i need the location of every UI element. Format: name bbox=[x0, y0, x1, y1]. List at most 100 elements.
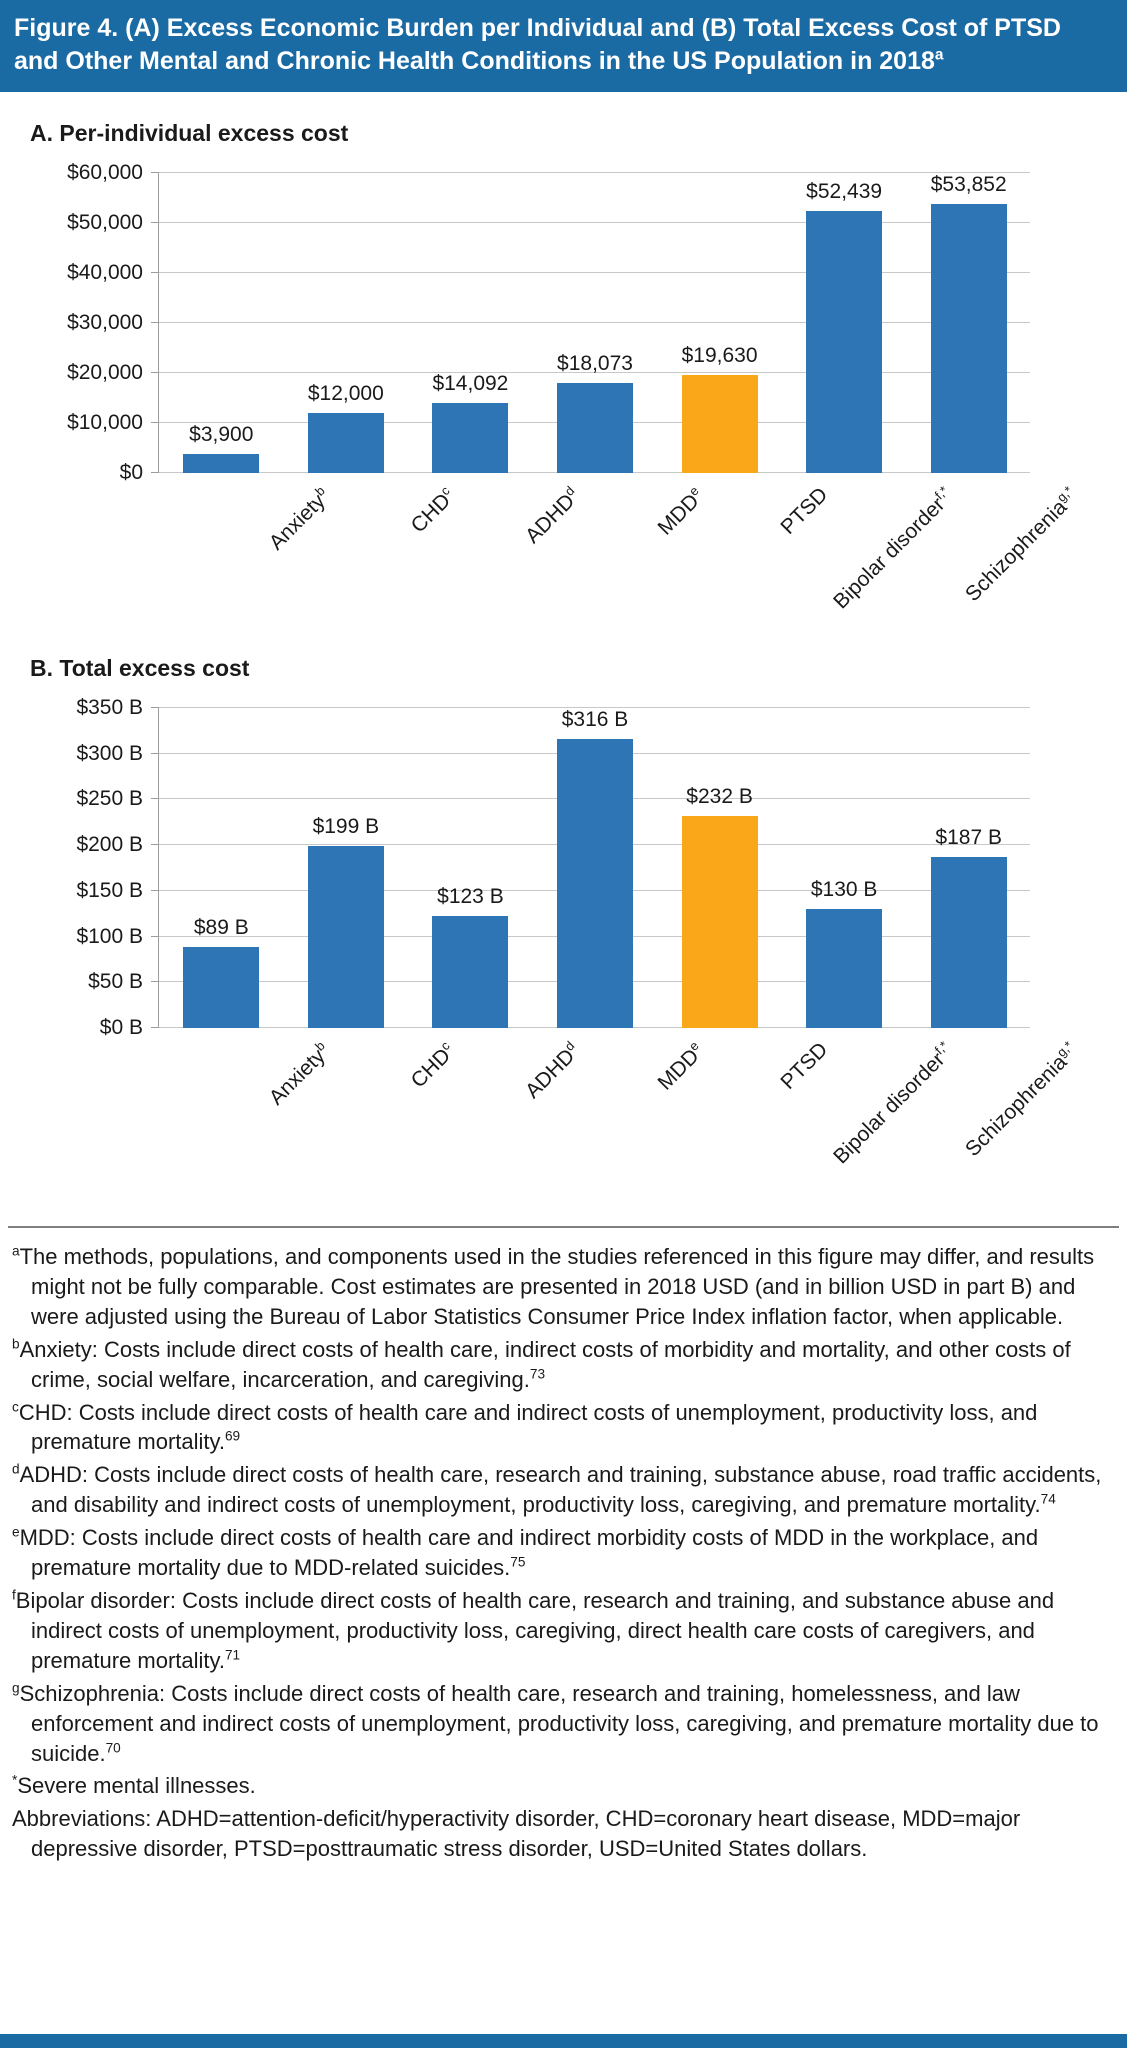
value-label-adhd: $123 B bbox=[437, 884, 504, 908]
x-axis-label-text: Bipolar disorder bbox=[828, 493, 950, 614]
value-label-anxiety: $89 B bbox=[193, 915, 249, 939]
y-axis-tick bbox=[151, 272, 159, 273]
bar-adhd bbox=[432, 402, 509, 473]
y-axis-tick bbox=[151, 1027, 159, 1028]
value-label-schizophrenia: $187 B bbox=[935, 826, 1002, 850]
y-axis-tick bbox=[151, 752, 159, 754]
footnote: *Severe mental illnesses. bbox=[12, 1773, 256, 1799]
bar-adhd bbox=[432, 915, 509, 1028]
x-axis-label-ptsd: PTSD bbox=[776, 483, 833, 540]
x-axis-label-chd: CHDc bbox=[405, 483, 460, 538]
x-axis-label-adhd: ADHDd bbox=[519, 1038, 585, 1104]
y-axis-label: $60,000 bbox=[67, 161, 143, 184]
x-axis-label-text: Bipolar disorder bbox=[828, 1048, 950, 1169]
value-label-adhd: $14,092 bbox=[432, 371, 509, 395]
footnote-reference-number: 71 bbox=[224, 1647, 241, 1663]
footnote-marker: c bbox=[12, 1399, 19, 1415]
footnote-marker: a bbox=[12, 1243, 20, 1259]
footnote: dADHD: Costs include direct costs of hea… bbox=[12, 1462, 1102, 1518]
footnote-divider bbox=[8, 1226, 1119, 1228]
bar-chd bbox=[307, 413, 384, 473]
chart-a-x-axis-labels: Anxietyb CHDc ADHDd MDDe PTSD Bipolar disorde… bbox=[158, 473, 1127, 641]
footnote-reference-number: 69 bbox=[224, 1429, 241, 1445]
footnote-marker: g bbox=[12, 1680, 20, 1696]
footnote-reference-number: 74 bbox=[1040, 1491, 1056, 1507]
figure-title: Figure 4. (A) Excess Economic Burden per… bbox=[14, 14, 1061, 75]
bar-anxiety bbox=[183, 946, 260, 1028]
gridline bbox=[159, 172, 1030, 173]
x-axis-label-schizophrenia: Schizophreniag,* bbox=[959, 483, 1083, 607]
value-label-mdd: $18,073 bbox=[557, 351, 633, 375]
footnote-marker: f bbox=[12, 1587, 16, 1603]
x-axis-label-text: Schizophrenia bbox=[960, 495, 1072, 607]
footer-bar bbox=[0, 2034, 1127, 2048]
x-axis-label-mdd: MDDe bbox=[652, 483, 709, 540]
x-axis-label-text: ADHD bbox=[520, 489, 579, 548]
x-axis-label-text: PTSD bbox=[775, 483, 832, 539]
bar-ptsd bbox=[681, 374, 758, 473]
y-axis-tick bbox=[151, 222, 159, 223]
value-label-bipolar-disorder: $130 B bbox=[810, 878, 878, 902]
y-axis-label: $40,000 bbox=[67, 261, 143, 284]
figure-title-superscript: a bbox=[934, 46, 944, 64]
footnote: gSchizophrenia: Costs include direct cos… bbox=[12, 1680, 1099, 1766]
footnote-reference-number: 75 bbox=[510, 1554, 526, 1570]
panel-b-title: B. Total excess cost bbox=[30, 655, 250, 681]
y-axis-label: $0 bbox=[119, 461, 143, 484]
x-axis-label-ptsd: PTSD bbox=[776, 1038, 833, 1095]
y-axis-label: $350 B bbox=[76, 696, 143, 719]
bar-schizophrenia bbox=[930, 203, 1007, 473]
y-axis-tick bbox=[151, 889, 159, 891]
y-axis-label: $50,000 bbox=[67, 211, 143, 234]
gridline bbox=[159, 222, 1030, 223]
footnote-reference-number: 73 bbox=[529, 1366, 546, 1382]
chart-a-plot-area: $0 $10,000 $20,000 $30,000 $40,000 $50,000 $60… bbox=[67, 161, 1030, 484]
x-axis-label-adhd: ADHDd bbox=[519, 483, 585, 549]
footnote-marker: b bbox=[12, 1336, 20, 1352]
value-label-ptsd: $19,630 bbox=[681, 343, 758, 367]
y-axis-tick bbox=[151, 322, 159, 323]
chart-b: $0 B $50 B $100 B $150 B $200 B $250 B $300 B $… bbox=[26, 696, 1127, 1196]
bar-mdd bbox=[557, 382, 633, 473]
x-axis-label-bipolar-disorder: Bipolar disorderf,* bbox=[827, 483, 958, 614]
panel-a-title: A. Per-individual excess cost bbox=[30, 120, 349, 146]
footnotes: aThe methods, populations, and component… bbox=[0, 1242, 1127, 1885]
y-axis-label: $150 B bbox=[76, 878, 143, 902]
footnote-marker: * bbox=[12, 1773, 18, 1789]
value-label-bipolar-disorder: $52,439 bbox=[806, 179, 883, 203]
footnote: eMDD: Costs include direct costs of heal… bbox=[12, 1524, 1039, 1581]
x-axis-label-chd: CHDc bbox=[405, 1038, 460, 1093]
bar-anxiety bbox=[183, 453, 260, 473]
y-axis-tick bbox=[151, 172, 159, 173]
x-axis-label-text: Schizophrenia bbox=[960, 1050, 1072, 1162]
y-axis-tick bbox=[151, 844, 159, 846]
value-label-chd: $199 B bbox=[312, 815, 380, 839]
bar-mdd bbox=[557, 739, 633, 1028]
value-label-mdd: $316 B bbox=[561, 708, 629, 732]
y-axis-label: $100 B bbox=[76, 924, 143, 948]
bar-ptsd bbox=[681, 815, 758, 1028]
gridline bbox=[159, 322, 1030, 323]
bar-bipolar-disorder bbox=[806, 909, 883, 1028]
bar-schizophrenia bbox=[930, 857, 1007, 1028]
x-axis-label-text: ADHD bbox=[520, 1044, 579, 1103]
chart-a: $0 $10,000 $20,000 $30,000 $40,000 $50,000 $60… bbox=[26, 161, 1127, 641]
footnote: aThe methods, populations, and component… bbox=[12, 1243, 1095, 1329]
x-axis-label-anxiety: Anxietyb bbox=[263, 1038, 335, 1110]
footnote: bAnxiety: Costs include direct costs of … bbox=[12, 1336, 1071, 1392]
gridline bbox=[159, 272, 1030, 273]
y-axis-label: $250 B bbox=[76, 787, 143, 811]
y-axis-tick bbox=[151, 935, 159, 937]
y-axis-tick bbox=[151, 472, 159, 473]
y-axis-label: $20,000 bbox=[67, 361, 143, 384]
chart-b-x-axis-labels: Anxietyb CHDc ADHDd MDDe PTSD Bipolar disorde… bbox=[158, 1028, 1127, 1196]
chart-b-plot-area: $0 B $50 B $100 B $150 B $200 B $250 B $300 B $… bbox=[76, 696, 1030, 1039]
y-axis-label: $10,000 bbox=[67, 411, 143, 434]
x-axis-label-text: Anxiety bbox=[264, 489, 330, 555]
x-axis-label-text: PTSD bbox=[775, 1038, 832, 1094]
x-axis-label-mdd: MDDe bbox=[652, 1038, 709, 1095]
bar-bipolar-disorder bbox=[806, 210, 883, 473]
x-axis-label-bipolar-disorder: Bipolar disorderf,* bbox=[827, 1038, 958, 1169]
footnote: Abbreviations: ADHD=attention-deficit/hy… bbox=[12, 1806, 1021, 1862]
gridline bbox=[159, 372, 1030, 373]
